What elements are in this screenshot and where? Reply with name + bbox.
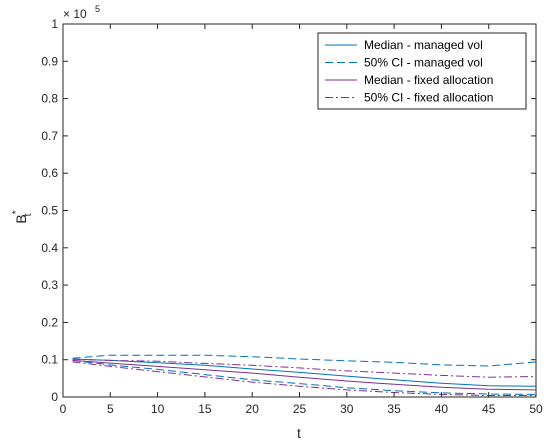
series-layer (72, 354, 537, 396)
x-tick-label: 30 (340, 402, 354, 416)
y-tick-label: 0.7 (41, 129, 58, 143)
y-tick-label: 0.8 (41, 92, 58, 106)
y-axis-title-sup: * (11, 210, 22, 214)
series-line-0072bd-dashed-lower (72, 359, 537, 395)
y-tick-label: 0.9 (41, 54, 58, 68)
x-tick-label: 40 (435, 402, 449, 416)
series-line-7e2f8e-solid (72, 359, 537, 391)
y-axis-title-sub: t (23, 213, 34, 216)
y-tick-label: 0.4 (41, 241, 58, 255)
legend-label: 50% CI - managed vol (364, 56, 483, 70)
x-tick-label: 10 (151, 402, 165, 416)
ticks-layer: 0 5 10 15 20 25 30 35 40 45 50 0 0.1 0.2 0.3 0.4 0.5 0.6 0… (41, 17, 543, 416)
series-line-7e2f8e-dashdot-upper (72, 358, 537, 378)
y-tick-label: 0.5 (41, 204, 58, 218)
y-tick-label: 0 (51, 390, 58, 404)
y-axis-title-base: B (13, 214, 29, 223)
series-line-0072bd-solid (72, 358, 537, 387)
legend-label: Median - fixed allocation (364, 73, 493, 87)
exponent-prefix: × 10 (63, 7, 87, 21)
x-tick-label: 50 (529, 402, 543, 416)
y-tick-label: 0.1 (41, 353, 58, 367)
y-tick-label: 0.3 (41, 278, 58, 292)
exponent-power: 5 (95, 4, 100, 14)
legend-label: 50% CI - fixed allocation (364, 91, 493, 105)
series-line-0072bd-dashed-upper (72, 354, 537, 367)
legend: Median - managed vol 50% CI - managed vol… (317, 32, 527, 110)
legend-label: Median - managed vol (364, 38, 483, 52)
y-tick-label: 1 (51, 17, 58, 31)
x-tick-label: 20 (246, 402, 260, 416)
x-tick-label: 0 (60, 402, 67, 416)
legend-box (317, 32, 527, 110)
y-axis-title: B*t (11, 210, 34, 223)
x-tick-label: 35 (387, 402, 401, 416)
x-axis-title: t (297, 425, 301, 441)
y-tick-label: 0.2 (41, 315, 58, 329)
x-tick-label: 15 (198, 402, 212, 416)
x-tick-label: 5 (107, 402, 114, 416)
series-line-7e2f8e-dashdot-lower (72, 361, 536, 396)
x-tick-label: 45 (482, 402, 496, 416)
x-tick-label: 25 (293, 402, 307, 416)
y-tick-label: 0.6 (41, 166, 58, 180)
svg-text:B*t: B*t (11, 210, 34, 223)
